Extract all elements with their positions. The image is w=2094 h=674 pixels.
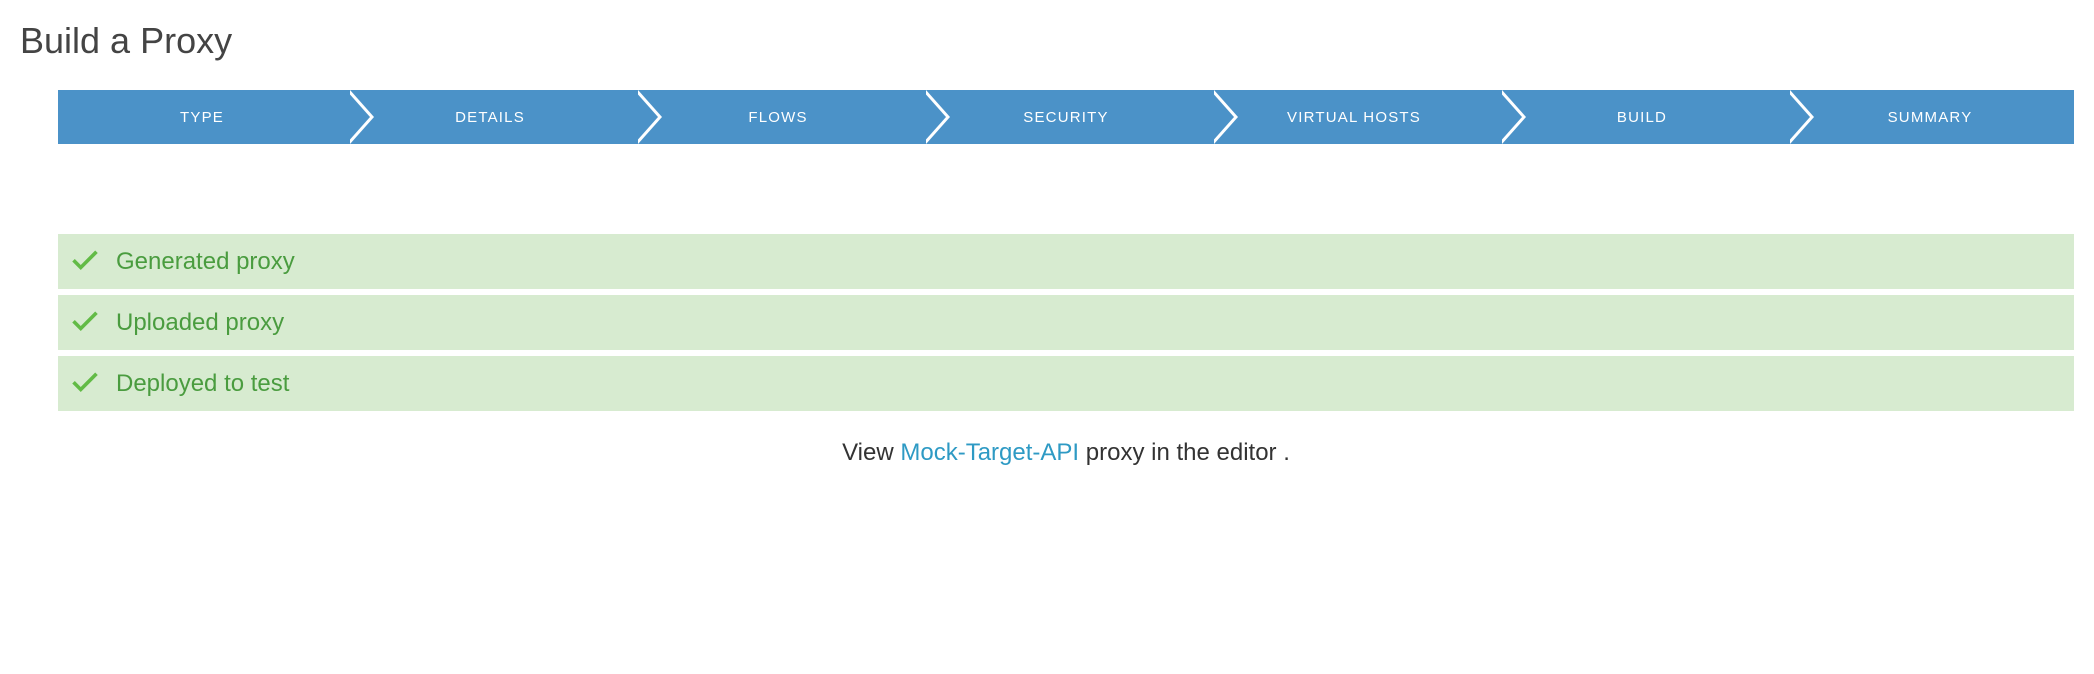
wizard-step-label: SECURITY bbox=[1023, 109, 1108, 126]
wizard-steps: TYPE DETAILS FLOWS SECURITY VIRTUAL HOST… bbox=[58, 90, 2074, 144]
checkmark-icon bbox=[68, 242, 102, 281]
wizard-step-security[interactable]: SECURITY bbox=[922, 90, 1210, 144]
footer-line: View Mock-Target-API proxy in the editor… bbox=[58, 439, 2074, 467]
wizard-step-flows[interactable]: FLOWS bbox=[634, 90, 922, 144]
status-list: Generated proxy Uploaded proxy Deployed … bbox=[58, 234, 2074, 411]
status-label: Generated proxy bbox=[116, 248, 295, 276]
wizard-step-type[interactable]: TYPE bbox=[58, 90, 346, 144]
wizard-step-label: FLOWS bbox=[748, 109, 807, 126]
wizard-step-summary[interactable]: SUMMARY bbox=[1786, 90, 2074, 144]
status-label: Uploaded proxy bbox=[116, 309, 284, 337]
wizard-step-label: SUMMARY bbox=[1888, 109, 1973, 126]
page-title: Build a Proxy bbox=[20, 20, 2074, 62]
wizard-step-build[interactable]: BUILD bbox=[1498, 90, 1786, 144]
wizard-step-details[interactable]: DETAILS bbox=[346, 90, 634, 144]
status-label: Deployed to test bbox=[116, 370, 289, 398]
wizard-step-label: BUILD bbox=[1617, 109, 1667, 126]
checkmark-icon bbox=[68, 364, 102, 403]
status-item: Deployed to test bbox=[58, 356, 2074, 411]
footer-suffix: proxy in the editor . bbox=[1079, 439, 1290, 466]
footer-prefix: View bbox=[842, 439, 900, 466]
wizard-step-label: TYPE bbox=[180, 109, 224, 126]
status-item: Uploaded proxy bbox=[58, 295, 2074, 350]
wizard-step-label: VIRTUAL HOSTS bbox=[1287, 109, 1421, 126]
checkmark-icon bbox=[68, 303, 102, 342]
proxy-link[interactable]: Mock-Target-API bbox=[900, 439, 1079, 466]
status-item: Generated proxy bbox=[58, 234, 2074, 289]
wizard-step-virtual-hosts[interactable]: VIRTUAL HOSTS bbox=[1210, 90, 1498, 144]
wizard-step-label: DETAILS bbox=[455, 109, 525, 126]
wizard-container: TYPE DETAILS FLOWS SECURITY VIRTUAL HOST… bbox=[20, 90, 2074, 467]
